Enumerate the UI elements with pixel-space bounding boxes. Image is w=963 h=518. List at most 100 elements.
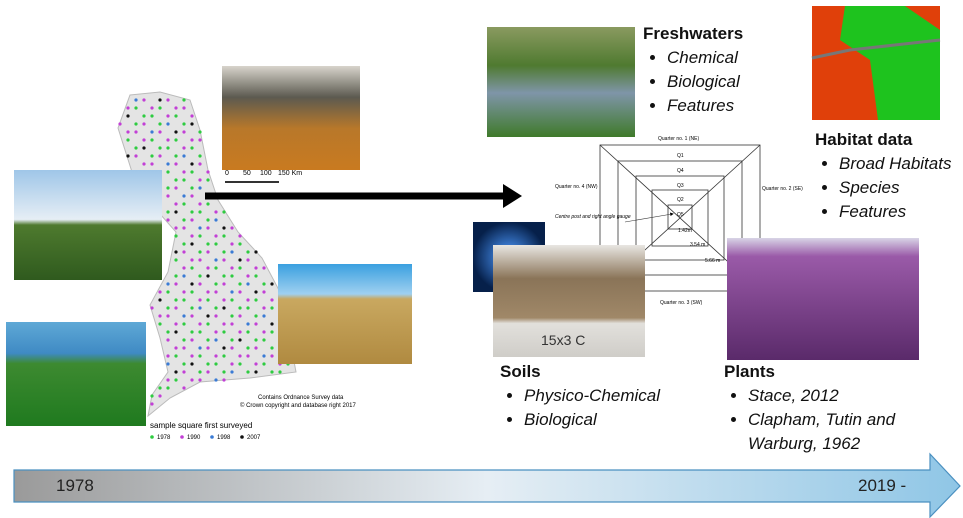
survey-dot	[222, 378, 226, 382]
survey-dot	[174, 234, 178, 238]
survey-dot	[270, 282, 274, 286]
survey-dot	[254, 266, 258, 270]
survey-dot	[166, 338, 170, 342]
survey-dot	[198, 282, 202, 286]
survey-dot	[206, 242, 210, 246]
legend-dot	[240, 435, 244, 439]
survey-dot	[246, 370, 250, 374]
survey-dot	[262, 282, 266, 286]
survey-dot	[222, 298, 226, 302]
quarter-label: Quarter no. 3 (SW)	[660, 300, 703, 306]
survey-dot	[142, 98, 146, 102]
survey-dot	[150, 106, 154, 110]
distance-label: 1.42m	[678, 228, 692, 234]
legend-dot	[210, 435, 214, 439]
survey-dot	[174, 298, 178, 302]
survey-dot	[174, 322, 178, 326]
quarter-label: Quarter no. 2 (SE)	[762, 186, 803, 192]
survey-dot	[262, 338, 266, 342]
survey-dot	[134, 130, 138, 134]
legend-label: 2007	[247, 435, 261, 441]
survey-dot	[278, 370, 282, 374]
survey-dot	[222, 258, 226, 262]
survey-dot	[198, 274, 202, 278]
survey-dot	[126, 154, 130, 158]
plot-label: Q3	[677, 183, 684, 189]
survey-dot	[174, 330, 178, 334]
survey-dot	[158, 146, 162, 150]
item: Features	[667, 94, 743, 118]
survey-dot	[158, 322, 162, 326]
legend-label: 1978	[157, 435, 171, 441]
item: Features	[839, 200, 951, 224]
survey-dot	[166, 362, 170, 366]
survey-dot	[182, 338, 186, 342]
survey-dot	[158, 154, 162, 158]
survey-dot	[230, 290, 234, 294]
survey-dot	[222, 234, 226, 238]
survey-dot	[230, 346, 234, 350]
photo-soil	[493, 245, 645, 357]
survey-dot	[198, 306, 202, 310]
survey-dot	[182, 274, 186, 278]
survey-dot	[222, 322, 226, 326]
survey-dot	[126, 106, 130, 110]
survey-dot	[206, 298, 210, 302]
survey-dot	[150, 394, 154, 398]
survey-dot	[158, 106, 162, 110]
freshwaters-section: Freshwaters ChemicalBiologicalFeatures	[643, 24, 743, 118]
survey-dot	[254, 346, 258, 350]
survey-dot	[238, 282, 242, 286]
survey-dot	[262, 314, 266, 318]
survey-dot	[166, 114, 170, 118]
survey-dot	[190, 162, 194, 166]
survey-dot	[254, 370, 258, 374]
survey-dot	[238, 306, 242, 310]
survey-dot	[134, 106, 138, 110]
item: Broad Habitats	[839, 152, 951, 176]
survey-dot	[174, 210, 178, 214]
survey-dot	[222, 210, 226, 214]
survey-dot	[206, 338, 210, 342]
survey-dot	[182, 290, 186, 294]
survey-dot	[246, 274, 250, 278]
survey-dot	[222, 330, 226, 334]
arrow-head	[503, 184, 522, 208]
survey-dot	[222, 306, 226, 310]
survey-dot	[166, 282, 170, 286]
survey-dot	[158, 394, 162, 398]
survey-dot	[214, 330, 218, 334]
survey-dot	[174, 226, 178, 230]
survey-dot	[206, 202, 210, 206]
survey-dot	[126, 138, 130, 142]
survey-dot	[206, 226, 210, 230]
survey-dot	[206, 266, 210, 270]
survey-dot	[198, 178, 202, 182]
survey-dot	[262, 290, 266, 294]
survey-dot	[246, 250, 250, 254]
survey-dot	[142, 146, 146, 150]
survey-dot	[254, 314, 258, 318]
legend-title: sample square first surveyed	[150, 421, 252, 430]
survey-dot	[198, 154, 202, 158]
survey-dot	[206, 362, 210, 366]
survey-dot	[230, 274, 234, 278]
survey-dot	[158, 122, 162, 126]
distance-label: 3.54 m	[690, 242, 705, 248]
survey-dot	[238, 330, 242, 334]
survey-dot	[238, 234, 242, 238]
survey-dot	[182, 154, 186, 158]
habitat-map	[811, 6, 941, 120]
survey-dot	[190, 138, 194, 142]
survey-dot	[198, 250, 202, 254]
survey-dot	[126, 130, 130, 134]
survey-dot	[174, 178, 178, 182]
survey-dot	[182, 146, 186, 150]
survey-dot	[198, 298, 202, 302]
survey-dot	[190, 146, 194, 150]
survey-dot	[206, 322, 210, 326]
item: Species	[839, 176, 951, 200]
survey-dot	[214, 282, 218, 286]
soil-sample-label: 15x3 C	[541, 332, 585, 348]
